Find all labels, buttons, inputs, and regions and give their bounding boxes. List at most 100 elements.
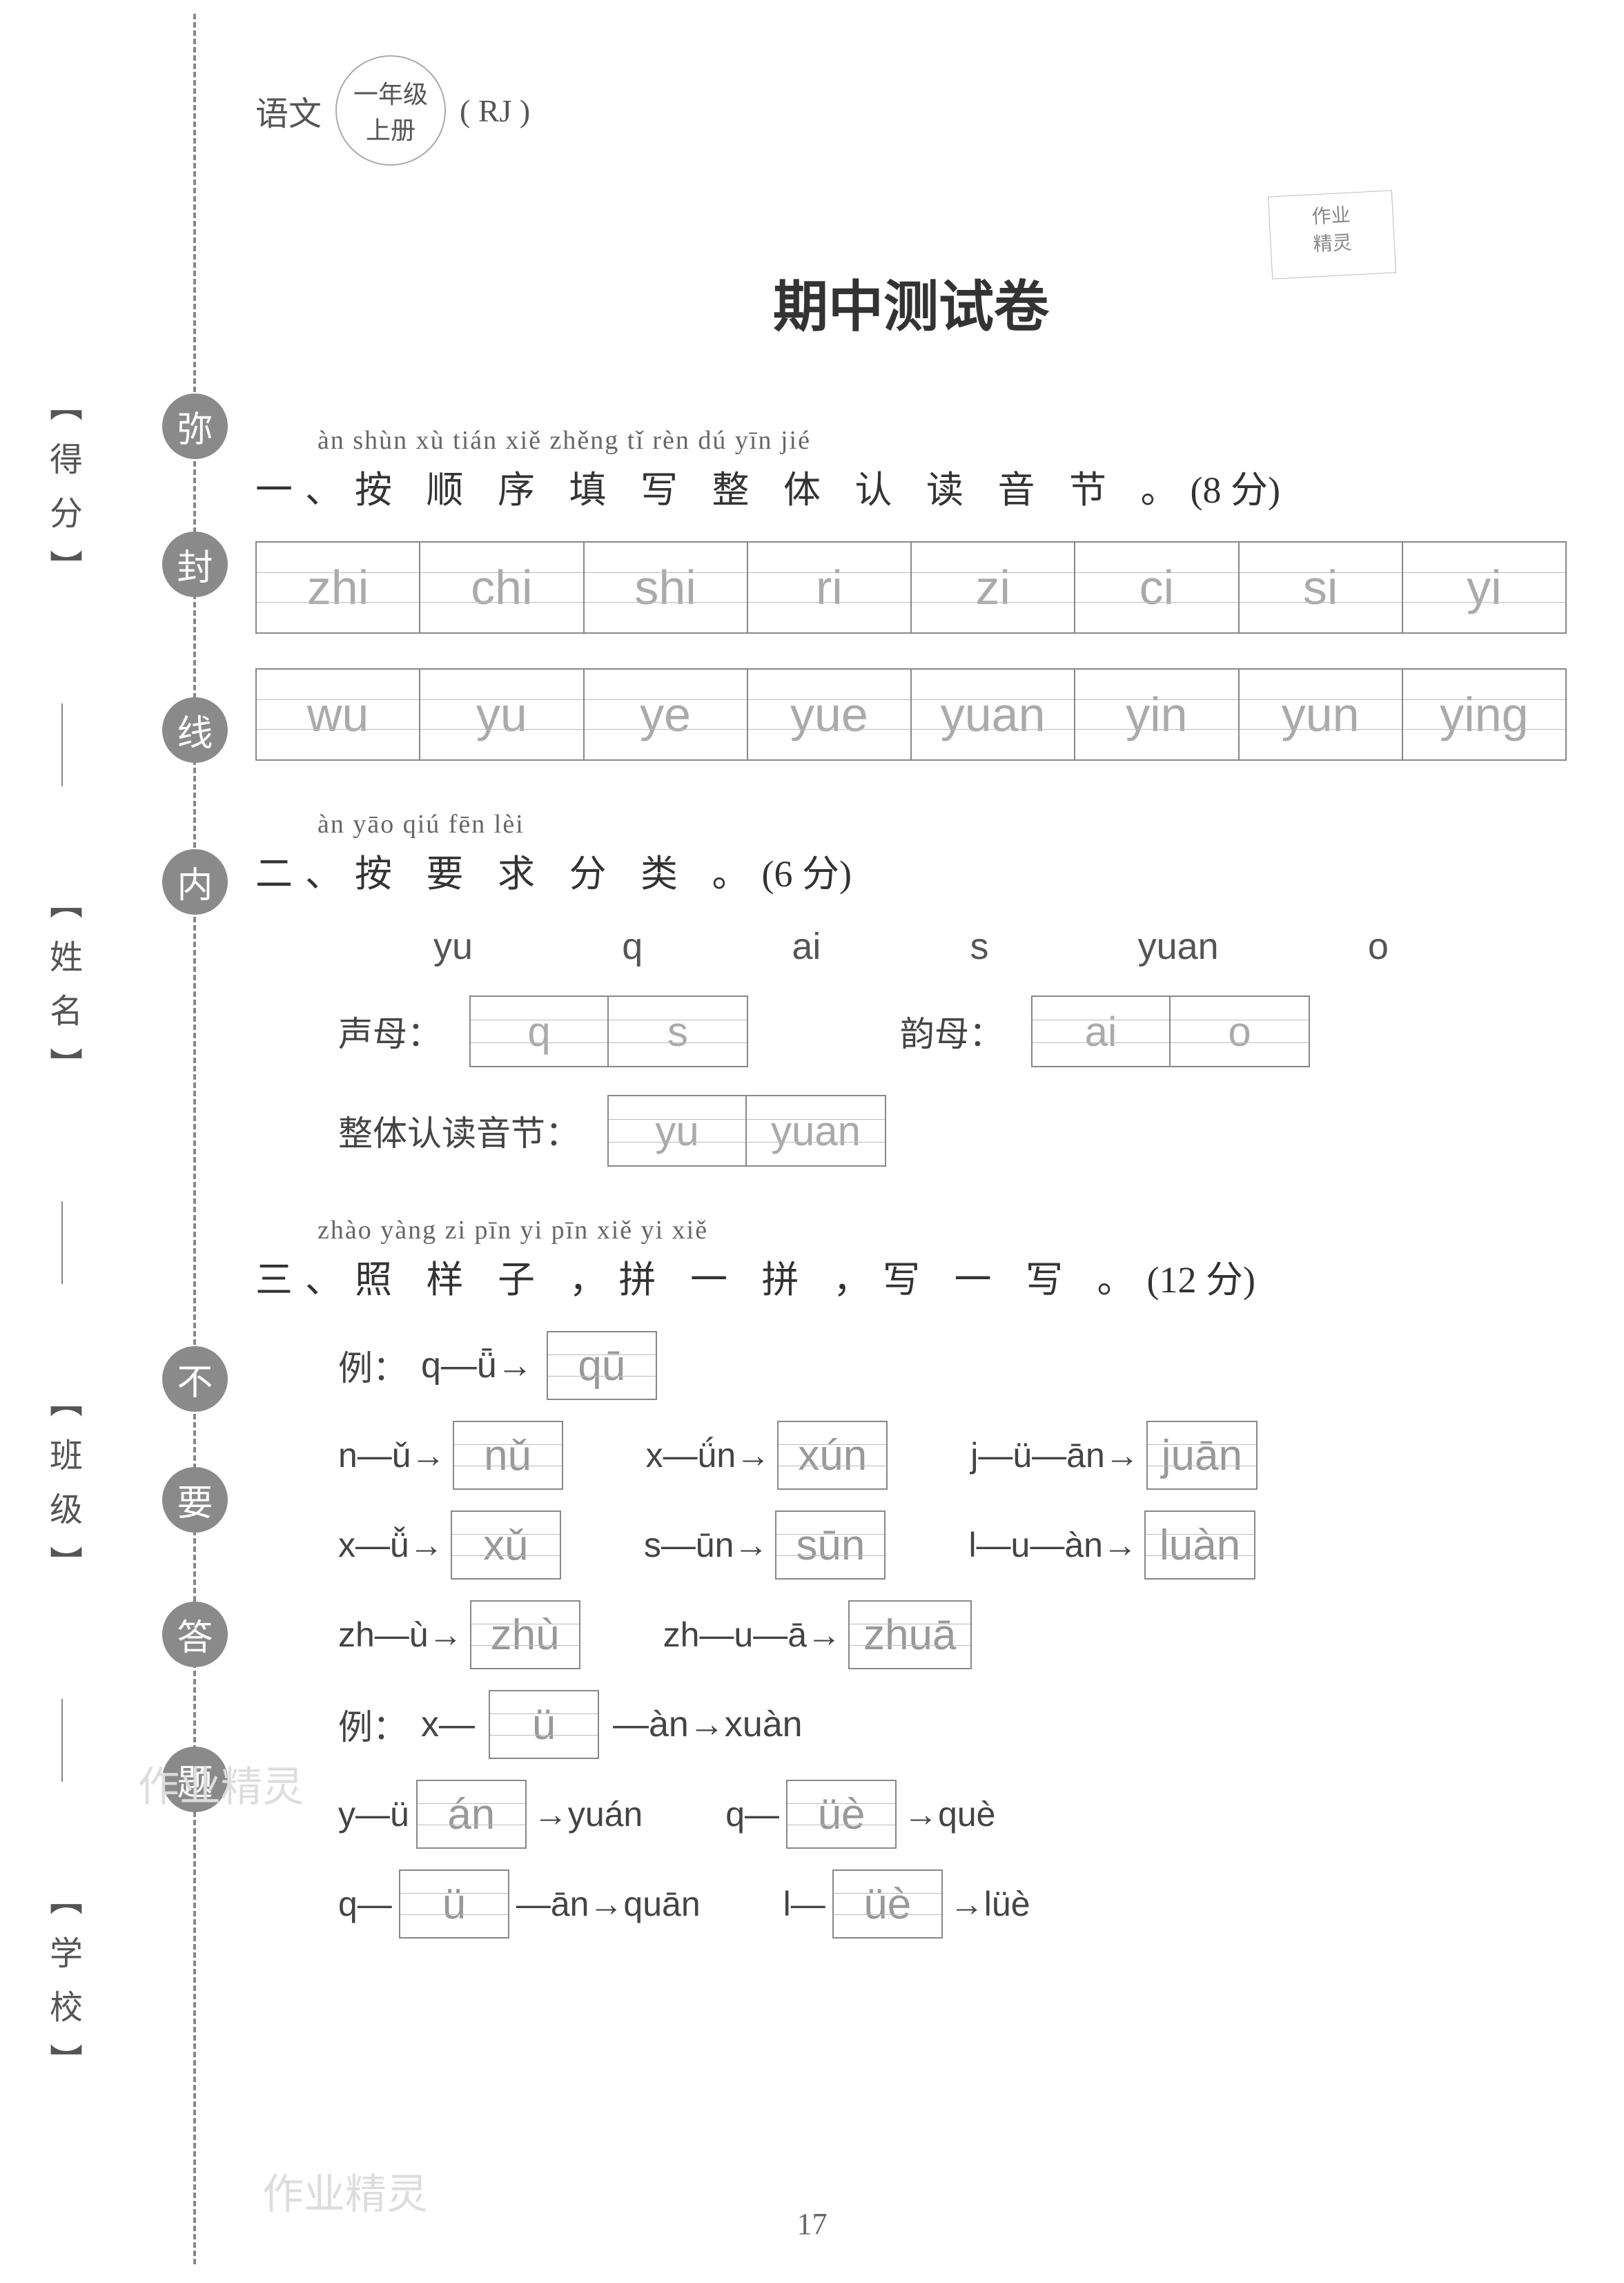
label-class: 【班级】 (38, 1384, 86, 1600)
small-cell: q (471, 997, 609, 1066)
pre: l— (783, 1884, 825, 1924)
answer-box: üè (832, 1869, 943, 1939)
post: →yuán (534, 1794, 643, 1834)
pinyin-item: n—ǔ→nǔ (338, 1421, 563, 1490)
section-1: àn shùn xù tián xiě zhěng tǐ rèn dú yīn … (255, 425, 1567, 761)
label-name: 【姓名】 (38, 886, 86, 1101)
pinyin-item: x—ǘn→xún (646, 1421, 888, 1490)
post: —ān→quān (516, 1884, 701, 1924)
answer-box: üè (786, 1780, 897, 1849)
answer-box: sūn (775, 1510, 886, 1580)
option: yu (433, 925, 473, 968)
option: ai (792, 925, 821, 968)
badge-1: 封 (162, 532, 228, 597)
stamp: 作业 精灵 (1268, 190, 1396, 279)
pinyin-item: l—üè→lüè (783, 1869, 1030, 1939)
s1-row1: zhichishirizicisiyi (255, 541, 1567, 634)
answer-box: nǔ (453, 1421, 563, 1490)
s2-zhengti-row: 整体认读音节： yuyuan (338, 1095, 1567, 1167)
fold-line (193, 14, 196, 2264)
s1-score: (8 分) (1191, 469, 1280, 511)
example-parts: q—ǖ→ (421, 1345, 533, 1386)
pre: y—ü (338, 1794, 409, 1834)
grade-badge: 一年级 上册 (335, 55, 446, 166)
post: →què (903, 1794, 995, 1834)
badge-6: 答 (162, 1602, 228, 1667)
s2-score: (6 分) (762, 853, 852, 895)
s3-example1: 例： q—ǖ→ qū (338, 1331, 1567, 1400)
s2-heading: 二、按 要 求 分 类 。(6 分) (255, 843, 1567, 897)
grid-cell: ye (585, 670, 748, 759)
badge-4: 不 (162, 1346, 228, 1412)
shengmu-grid: qs (469, 995, 748, 1067)
example-label: 例： (338, 1700, 407, 1749)
s2-shengmu-row: 声母： qs 韵母： aio (338, 995, 1567, 1067)
s1-row2: wuyuyeyueyuanyinyunying (255, 668, 1567, 761)
divider (61, 703, 63, 786)
pinyin-row: x—ǚ→xǔs—ūn→sūnl—u—àn→luàn (338, 1510, 1567, 1580)
s3-example2: 例： x— ü —àn→xuàn (338, 1690, 1567, 1759)
option: o (1368, 925, 1389, 968)
badge-5: 要 (162, 1467, 228, 1533)
option: q (622, 925, 643, 968)
answer-box: ü (399, 1869, 509, 1939)
zhengti-grid: yuyuan (607, 1095, 886, 1167)
section-2: àn yāo qiú fēn lèi 二、按 要 求 分 类 。(6 分) yu… (255, 809, 1567, 1167)
s1-pinyin: àn shùn xù tián xiě zhěng tǐ rèn dú yīn … (317, 425, 1567, 456)
label-school: 【学校】 (38, 1882, 86, 2097)
zhengti-label: 整体认读音节： (338, 1106, 580, 1156)
pinyin-item: q—ü—ān→quān (338, 1869, 701, 1939)
pinyin-item: zh—ù→zhù (338, 1600, 580, 1669)
s1-heading-text: 一、按 顺 序 填 写 整 体 认 读 音 节 。 (255, 469, 1191, 511)
s3-score: (12 分) (1147, 1259, 1255, 1301)
label-score: 【得分】 (38, 388, 86, 603)
pinyin-parts: n—ǔ→ (338, 1435, 446, 1475)
s3-rows-b: y—üán→yuánq—üè→què q—ü—ān→quān l—üè→lüè (255, 1780, 1567, 1939)
section-3: zhào yàng zi pīn yi pīn xiě yi xiě 三、照 样… (255, 1215, 1567, 1939)
pinyin-row: y—üán→yuánq—üè→què (338, 1780, 1567, 1849)
yunmu-label: 韵母： (900, 1007, 1004, 1056)
small-cell: ai (1033, 997, 1171, 1066)
shengmu-label: 声母： (338, 1007, 442, 1056)
small-cell: s (609, 997, 747, 1066)
grid-cell: wu (257, 670, 420, 759)
grade-bottom: 上册 (366, 110, 415, 146)
grid-cell: yuan (912, 670, 1075, 759)
answer-box: juān (1146, 1421, 1258, 1490)
option: s (970, 925, 989, 968)
option: yuan (1138, 925, 1219, 968)
badge-2: 线 (162, 697, 228, 763)
left-label-column: 【得分】 【姓名】 【班级】 【学校】 (35, 345, 90, 2140)
pinyin-row: zh—ù→zhù zh—u—ā→zhuā (338, 1600, 1567, 1669)
pinyin-parts: x—ǚ→ (338, 1525, 444, 1565)
watermark: 作业精灵 (138, 1753, 304, 1814)
example-answer: qū (547, 1331, 657, 1400)
grid-cell: yue (748, 670, 912, 759)
edition: ( RJ ) (460, 93, 530, 129)
watermark: 作业精灵 (262, 2161, 428, 2221)
pinyin-item: y—üán→yuán (338, 1780, 643, 1849)
pinyin-parts: x—ǘn→ (646, 1435, 771, 1475)
grid-cell: si (1240, 543, 1403, 632)
answer-box: luàn (1144, 1510, 1255, 1580)
grid-cell: chi (420, 543, 584, 632)
s3-pinyin: zhào yàng zi pīn yi pīn xiě yi xiě (317, 1215, 1567, 1245)
s1-heading: 一、按 顺 序 填 写 整 体 认 读 音 节 。(8 分) (255, 459, 1567, 514)
pinyin-item: s—ūn→sūn (644, 1510, 886, 1580)
badge-3: 内 (162, 849, 228, 915)
grid-cell: yi (1403, 543, 1565, 632)
pinyin-row: q—ü—ān→quān l—üè→lüè (338, 1869, 1567, 1939)
grid-cell: ci (1075, 543, 1239, 632)
s2-heading-text: 二、按 要 求 分 类 。 (255, 853, 762, 895)
pinyin-parts: j—ü—ān→ (970, 1435, 1139, 1475)
badge-0: 弥 (162, 394, 228, 459)
yunmu-grid: aio (1031, 995, 1310, 1067)
content: 语文 一年级 上册 ( RJ ) 作业 精灵 期中测试卷 àn shùn xù … (255, 55, 1567, 1987)
small-cell: o (1171, 997, 1309, 1066)
pinyin-parts: zh—ù→ (338, 1615, 463, 1655)
worksheet-page: 【得分】 【姓名】 【班级】 【学校】 弥封线内不要答题 语文 一年级 上册 (… (0, 0, 1624, 2283)
pinyin-item: zh—u—ā→zhuā (663, 1600, 972, 1669)
answer-box: án (416, 1780, 527, 1849)
example-pre: x— (421, 1704, 475, 1745)
s3-heading: 三、照 样 子 ，拼 一 拼 ，写 一 写 。(12 分) (255, 1249, 1567, 1303)
